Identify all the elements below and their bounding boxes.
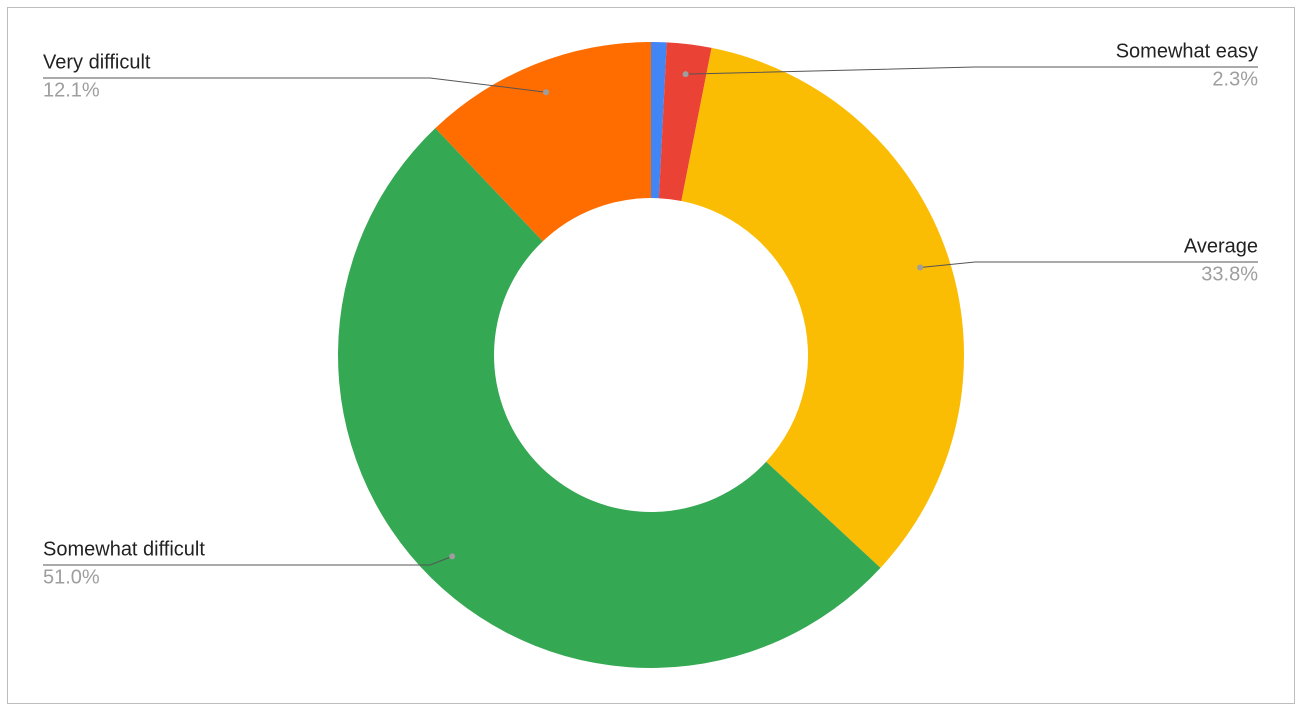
leader-line <box>43 555 453 566</box>
slice-label: Somewhat difficult <box>43 538 205 560</box>
donut-slice <box>337 128 881 669</box>
leader-line <box>43 77 547 93</box>
slice-value: 51.0% <box>43 566 100 588</box>
donut-slice <box>681 47 964 568</box>
slice-value: 12.1% <box>43 79 100 101</box>
slice-label: Somewhat easy <box>1116 40 1258 62</box>
leader-line <box>920 261 1258 269</box>
leader-dot <box>682 71 689 78</box>
slice-value: 33.8% <box>1201 263 1258 285</box>
slice-value: 2.3% <box>1212 68 1258 90</box>
donut-slice <box>435 42 651 242</box>
slice-label: Very difficult <box>43 51 151 73</box>
slice-label: Average <box>1184 235 1258 257</box>
leader-dot <box>449 553 456 560</box>
leader-dot <box>542 89 549 96</box>
donut-slice <box>658 42 712 201</box>
leader-dot <box>917 264 924 271</box>
donut-slice <box>651 42 667 199</box>
leader-line <box>685 66 1258 75</box>
